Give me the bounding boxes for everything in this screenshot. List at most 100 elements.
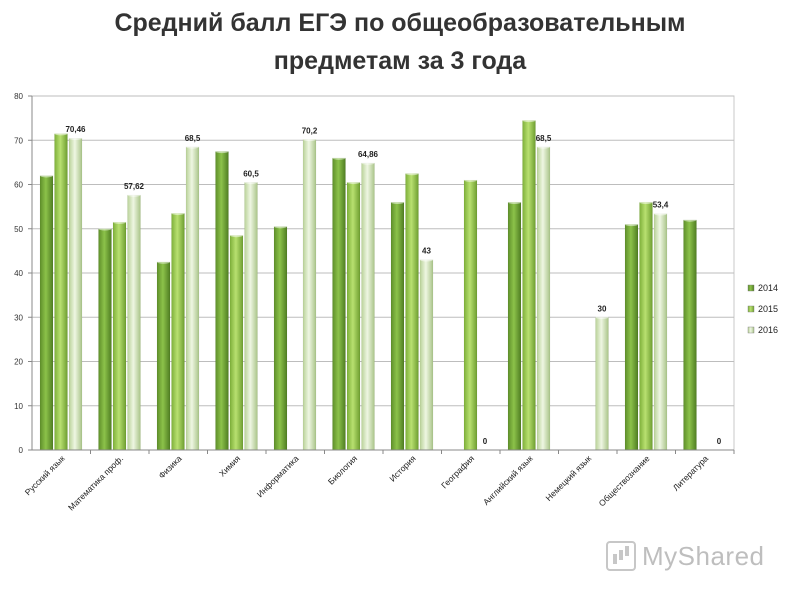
x-tick-label: Биология	[326, 453, 360, 487]
bar-cap	[186, 145, 199, 149]
bar-2015	[54, 133, 68, 451]
data-labels: 70,46 57,62 68,5 60,5 70,2 64,86 43 0 68,5 30 53,4…	[65, 125, 721, 446]
bar-cap	[244, 180, 258, 185]
bar-cap	[332, 156, 346, 160]
presentation-icon	[606, 541, 636, 571]
bar-cap	[508, 200, 521, 204]
bar-cap	[405, 171, 419, 176]
data-label: 30	[598, 304, 607, 313]
bar-2016	[536, 146, 551, 451]
bar-cap	[54, 131, 68, 136]
x-tick-label: География	[439, 453, 476, 490]
bar-2014	[683, 219, 697, 451]
bar-cap	[303, 137, 316, 142]
data-label: 53,4	[653, 201, 669, 210]
bar-cap	[98, 226, 112, 231]
x-tick-label: Литература	[671, 453, 711, 493]
x-axis: Русский язык Математика проф. Физика Химия И…	[23, 449, 735, 513]
bar-cap	[654, 211, 667, 216]
bar-2016	[595, 317, 609, 451]
bar-2014	[332, 157, 346, 451]
data-label: 70,2	[302, 126, 318, 135]
bar-2015	[639, 201, 653, 451]
bar-cap	[171, 211, 185, 216]
watermark: MyShared	[606, 536, 765, 576]
data-label: 43	[422, 247, 431, 256]
bar-2016	[185, 146, 200, 451]
bar-cap	[361, 161, 375, 165]
bar-2015	[522, 120, 536, 451]
data-label: 68,5	[536, 134, 552, 143]
bar-2015	[171, 213, 185, 451]
bar-cap	[274, 224, 287, 229]
legend-swatch-2014	[747, 284, 755, 292]
bar-2016	[68, 137, 83, 451]
bar-cap	[625, 222, 638, 227]
data-label: 68,5	[185, 134, 201, 143]
y-tick-label: 70	[14, 136, 23, 145]
bar-cap	[40, 173, 53, 178]
bar-2016	[302, 139, 317, 451]
bar-cap	[595, 315, 609, 320]
x-tick-label: Обществознание	[597, 453, 652, 508]
legend-swatch-2016	[747, 326, 755, 334]
bar-2016	[244, 182, 258, 451]
legend-label-2016: 2016	[758, 325, 778, 335]
legend-label-2015: 2015	[758, 304, 778, 314]
bar-2015	[112, 221, 127, 451]
y-tick-label: 80	[14, 92, 23, 101]
y-tick-label: 40	[14, 269, 23, 278]
watermark-text: MyShared	[642, 540, 765, 571]
bar-2016	[361, 162, 375, 451]
bar-2016	[419, 259, 434, 451]
legend-label-2014: 2014	[758, 283, 778, 293]
x-tick-label: Немецкий язык	[544, 453, 594, 503]
chart-title: Средний балл ЕГЭ по общеобразовательным …	[0, 4, 800, 80]
bar-2015	[229, 235, 244, 451]
gridlines	[32, 95, 734, 451]
bar-2014	[98, 228, 112, 451]
data-label: 60,5	[243, 169, 259, 178]
y-tick-label: 50	[14, 225, 23, 234]
x-tick-label: Физика	[156, 453, 183, 480]
bar-2014	[39, 175, 54, 451]
x-tick-label: Химия	[217, 453, 242, 478]
y-tick-label: 0	[19, 446, 24, 455]
y-axis: 0 10 20 30 40 50 60 70 80	[14, 92, 33, 455]
bar-cap	[113, 220, 126, 224]
x-tick-label: Русский язык	[23, 453, 67, 497]
y-tick-label: 60	[14, 181, 23, 190]
legend-swatch-2015	[747, 305, 755, 313]
chart-title-line-2: предметам за 3 года	[273, 47, 527, 75]
bar-2014	[215, 151, 229, 451]
bar-cap	[639, 200, 653, 204]
bar-2015	[346, 182, 361, 451]
y-tick-label: 30	[14, 313, 23, 322]
bar-2014	[624, 224, 639, 451]
bar-2015	[405, 173, 419, 451]
data-label: 0	[483, 437, 488, 446]
bar-cap	[391, 200, 404, 204]
bar-2016	[653, 213, 668, 451]
x-tick-label: История	[387, 453, 418, 484]
bar-cap	[522, 118, 536, 123]
bar-2015	[463, 179, 478, 451]
bar-cap	[464, 178, 477, 182]
bar-cap	[347, 180, 360, 185]
x-tick-label: Информатика	[255, 453, 301, 499]
data-label: 64,86	[358, 150, 379, 159]
bar-2014	[273, 226, 288, 451]
bar-cap	[537, 145, 550, 149]
bar-2016	[127, 194, 141, 451]
data-label: 57,62	[124, 182, 145, 191]
data-label: 0	[717, 437, 722, 446]
bar-cap	[683, 218, 697, 222]
bar-cap	[157, 260, 170, 264]
bar-2014	[156, 261, 171, 451]
chart-title-line-1: Средний балл ЕГЭ по общеобразовательным	[114, 9, 686, 37]
bars	[39, 118, 697, 451]
bar-cap	[215, 149, 229, 154]
bar-2014	[507, 201, 522, 451]
bar-cap	[127, 193, 141, 197]
